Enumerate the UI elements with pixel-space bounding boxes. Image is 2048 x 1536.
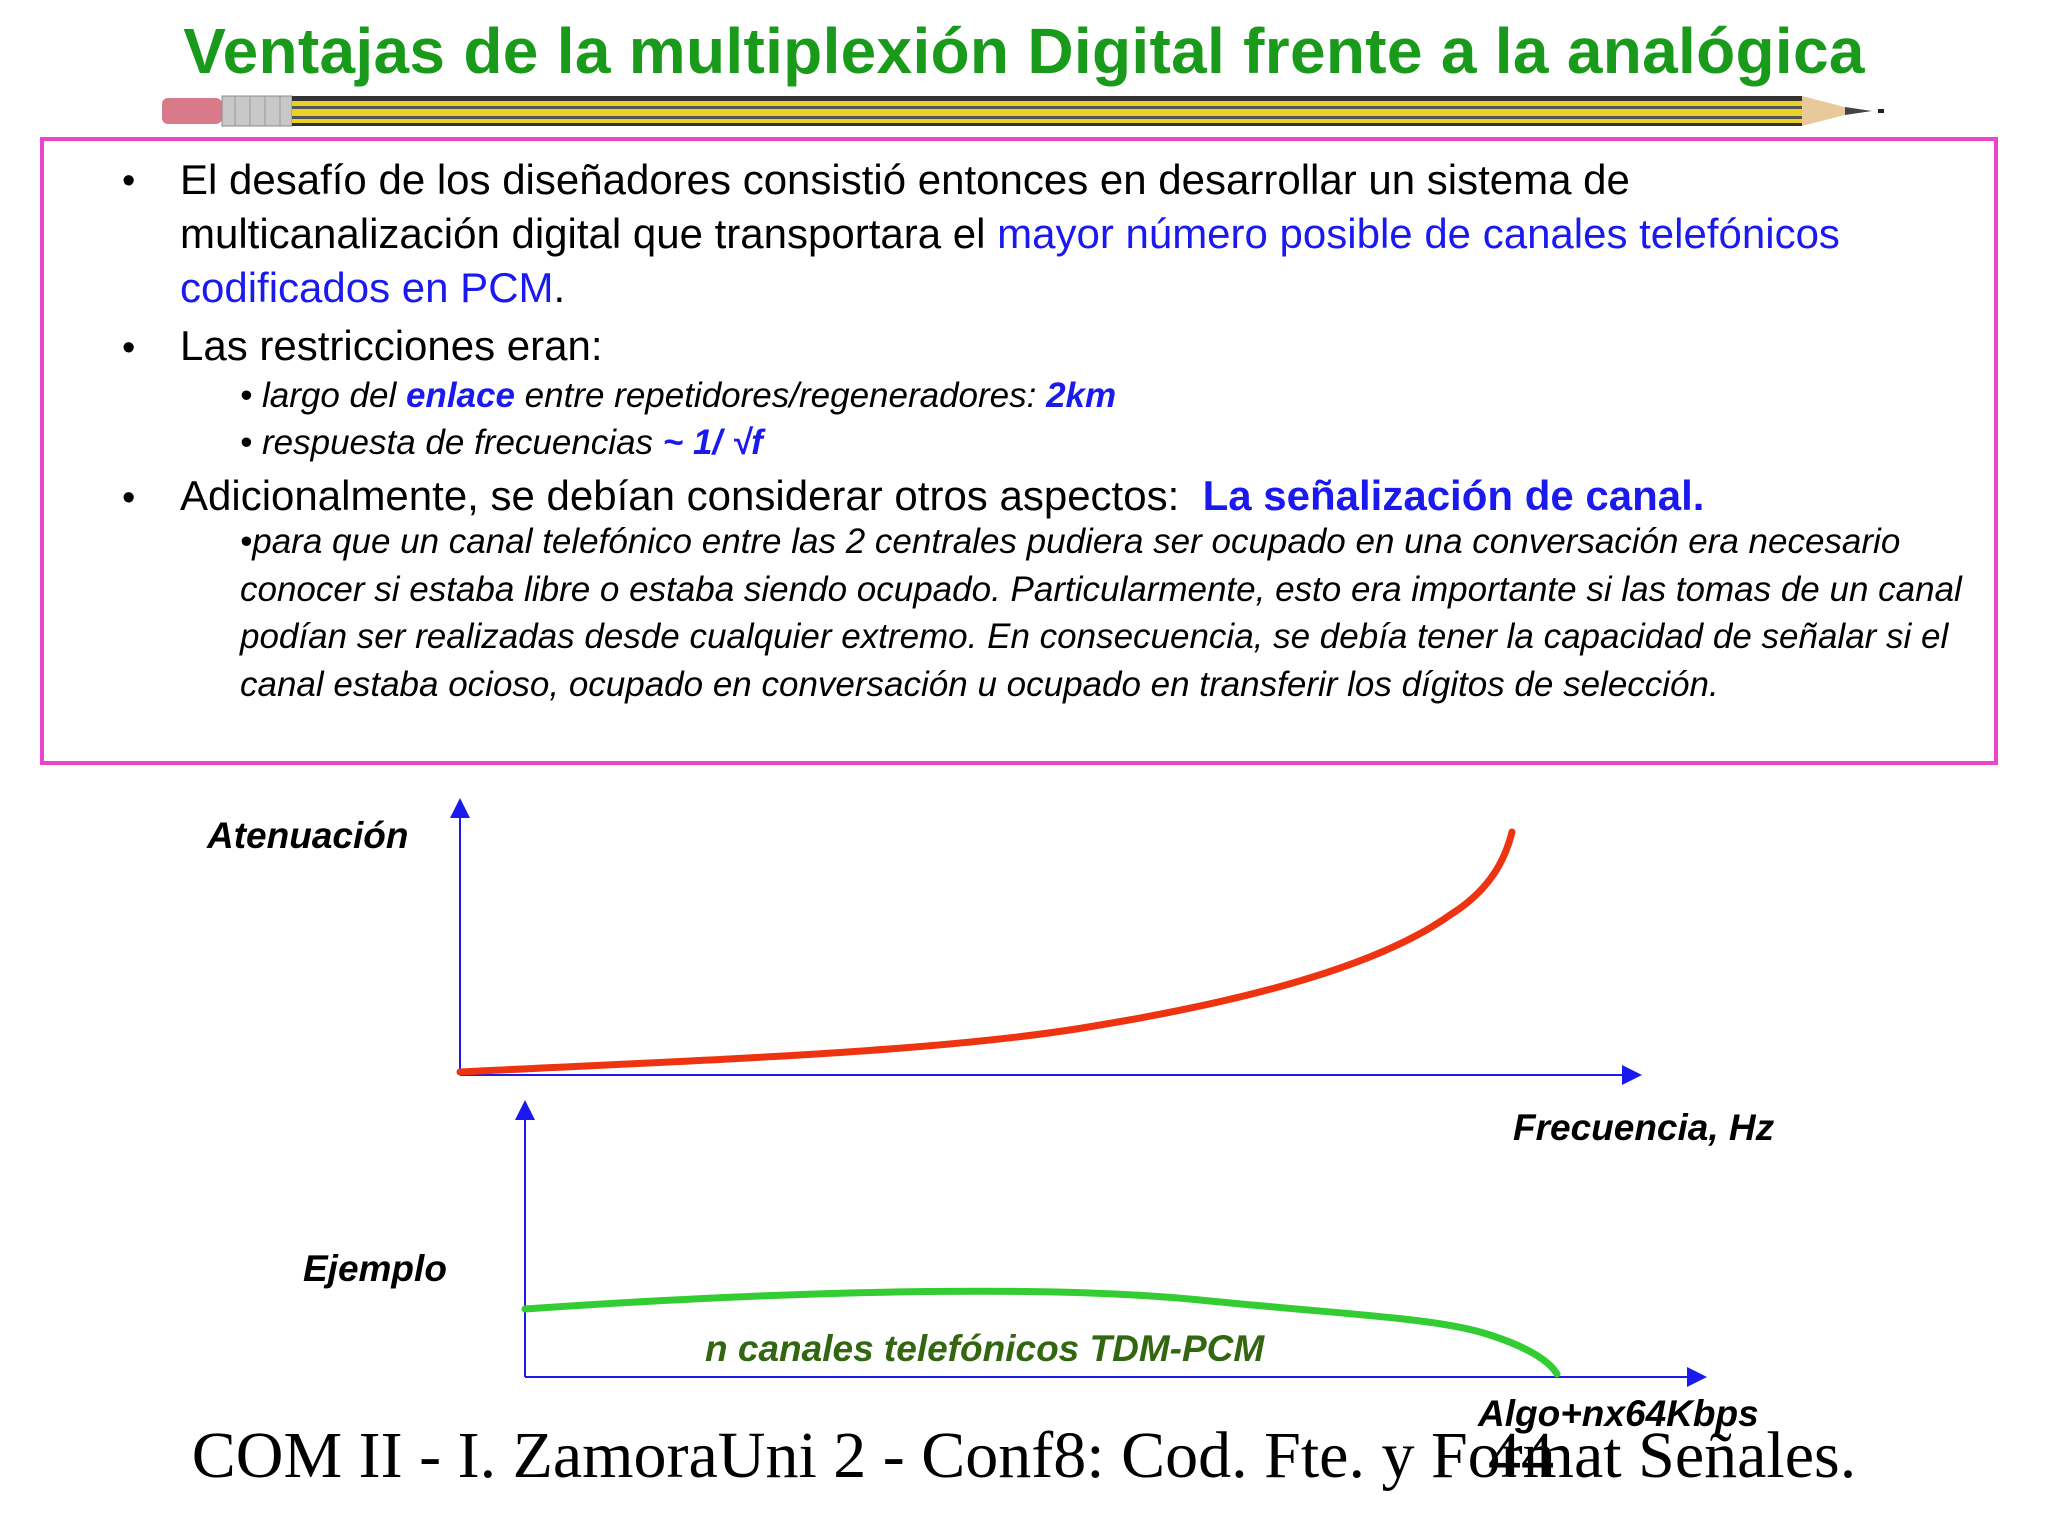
bottom-curve-label: n canales telefónicos TDM-PCM <box>705 1328 1265 1369</box>
signaling-paragraph: •para que un canal telefónico entre las … <box>240 522 1962 704</box>
sub-bullet-1-prefix: • largo del <box>240 376 406 415</box>
bullet-1-highlight-end: codificados en PCM <box>180 264 554 311</box>
sub-bullet-frecuencias: • respuesta de frecuencias ~ 1/ √f <box>240 419 763 466</box>
sub-bullet-1-mid: entre repetidores/regeneradores: <box>514 376 1047 415</box>
bottom-y-label: Ejemplo <box>303 1248 447 1289</box>
sub-bullet-2-value: ~ 1/ √f <box>662 423 763 462</box>
content-box <box>40 137 1998 765</box>
top-x-label: Frecuencia, Hz <box>1513 1107 1775 1148</box>
bullet-3-highlight: La señalización de canal. <box>1202 472 1705 519</box>
sub-bullet-enlace: • largo del enlace entre repetidores/reg… <box>240 372 1116 419</box>
bullet-3-text: Adicionalmente, se debían considerar otr… <box>180 472 1203 519</box>
footer-text: COM II - I. ZamoraUni 2 - Conf8: Cod. Ft… <box>191 1419 1857 1492</box>
sub-bullet-2-prefix: • respuesta de frecuencias <box>240 423 663 462</box>
pencil-divider-icon <box>162 95 1884 127</box>
channel-curve <box>521 1287 1561 1378</box>
bullet-dot-3: • <box>122 477 136 519</box>
bullet-dot-2: • <box>122 327 136 369</box>
bullet-3: Adicionalmente, se debían considerar otr… <box>180 469 1704 523</box>
bullet-1-line-1: El desafío de los diseñadores consistió … <box>180 156 1630 203</box>
bullet-2: Las restricciones eran: <box>180 322 603 369</box>
top-y-label: Atenuación <box>207 815 409 856</box>
sub-bullet-1-enlace: enlace <box>405 376 515 415</box>
bullet-1-period: . <box>553 264 566 311</box>
attenuation-curve <box>456 828 1516 1076</box>
sub-bullet-1-value: 2km <box>1046 376 1117 415</box>
slide-title: Ventajas de la multiplexión Digital fren… <box>183 15 1865 87</box>
slide-number: 44 <box>1488 1419 1554 1492</box>
bullet-1: El desafío de los diseñadores consistió … <box>180 153 2000 315</box>
bullet-1-line-2: multicanalización digital que transporta… <box>180 210 998 257</box>
bottom-x-label: Algo+nx64Kbps <box>1478 1393 1759 1434</box>
bullet-dot-1: • <box>122 160 136 202</box>
bullet-1-highlight: mayor número posible de canales telefóni… <box>997 210 1840 257</box>
